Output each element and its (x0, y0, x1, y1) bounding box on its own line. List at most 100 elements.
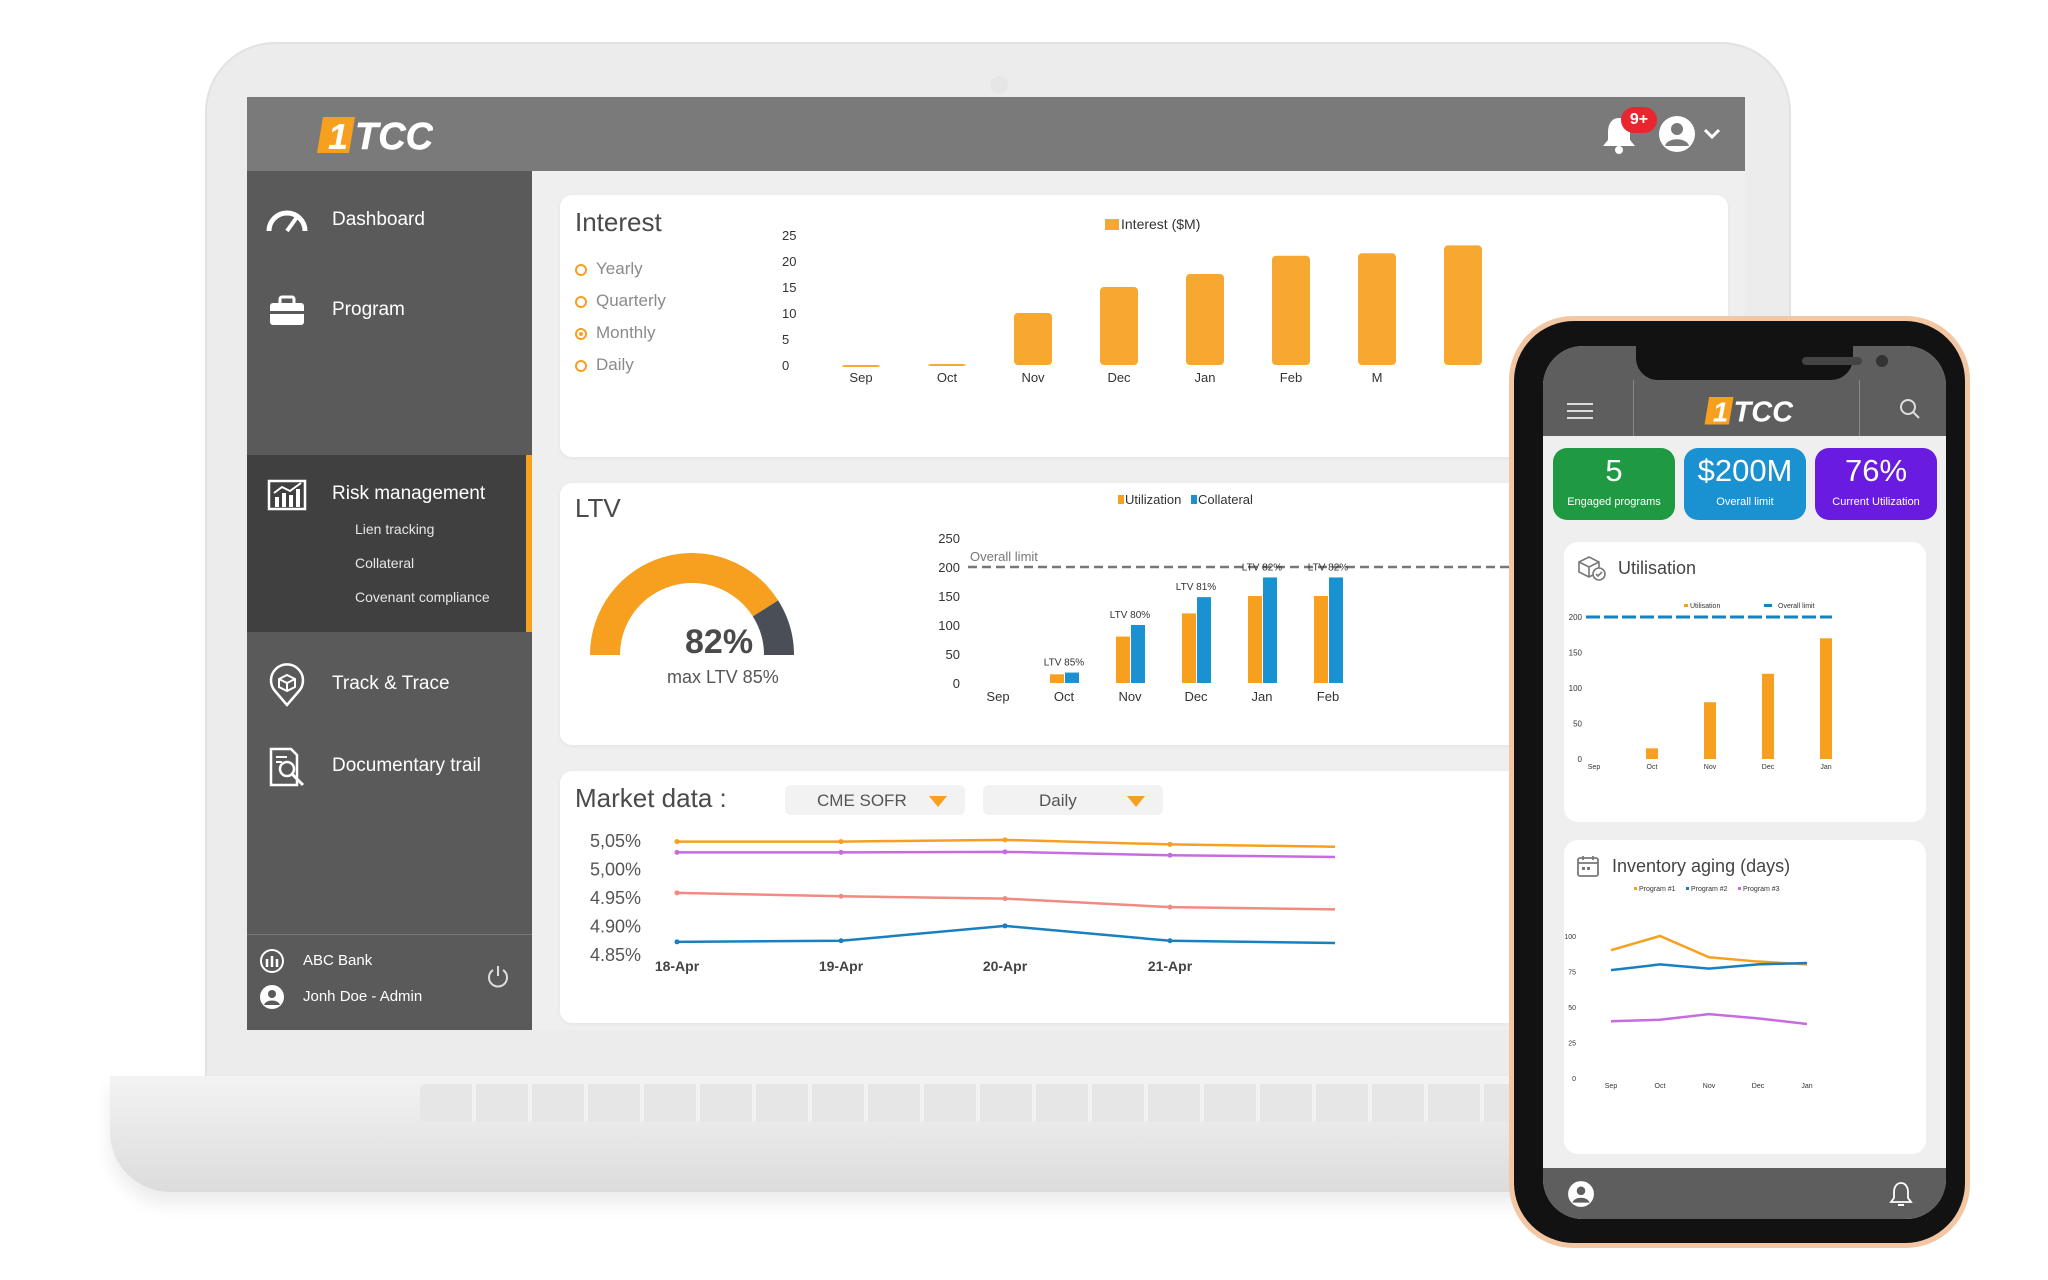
source-value: CME SOFR (817, 791, 907, 810)
svg-text:TCC: TCC (1734, 396, 1793, 428)
market-point (674, 849, 680, 855)
utilisation-chart: 0 50 100 150 200 Utilisation Overall limit Sep O… (1569, 603, 1832, 771)
market-point (1167, 904, 1173, 910)
ltv-data-label: LTV 80% (1110, 610, 1150, 621)
hamburger-menu-icon[interactable] (1565, 401, 1595, 421)
market-point (1002, 849, 1008, 855)
y-tick-label: 4.95% (590, 888, 641, 908)
utilisation-card: Utilisation 0 50 100 150 200 Utilisation Overa… (1564, 542, 1926, 822)
period-yearly[interactable]: Yearly (575, 259, 643, 279)
bell-icon[interactable] (1888, 1180, 1914, 1208)
utilisation-title: Utilisation (1618, 558, 1697, 578)
y-tick-label: 50 (1568, 1005, 1576, 1012)
kpi-current-utilization[interactable]: 76% Current Utilization (1815, 448, 1937, 520)
submenu-lien-tracking[interactable]: Lien tracking (355, 521, 435, 537)
utilization-bar (1050, 674, 1064, 683)
divider (1633, 380, 1634, 436)
ltv-gauge (590, 553, 794, 655)
market-point (674, 839, 680, 845)
source-dropdown[interactable]: CME SOFR (785, 785, 965, 815)
y-tick-label: 5,00% (590, 860, 641, 880)
y-tick-label: 100 (938, 618, 960, 633)
inventory-aging-card: Inventory aging (days) 0 25 50 75 100 Program… (1564, 840, 1926, 1154)
radio-icon (575, 360, 587, 372)
kpi-value: 5 (1605, 453, 1623, 488)
user-name: Jonh Doe - Admin (303, 988, 423, 1005)
y-tick-label: 20 (782, 254, 796, 269)
phone-frame: 1 TCC 5 Engaged programs $200M Overall (1509, 316, 1970, 1248)
brand-logo[interactable]: 1 TCC (315, 111, 433, 157)
divider (1859, 380, 1860, 436)
period-quarterly[interactable]: Quarterly (575, 291, 666, 311)
y-tick-label: 75 (1568, 970, 1576, 977)
x-tick-label: Sep (986, 689, 1009, 704)
front-camera (1876, 355, 1888, 367)
sidebar-item-label: Dashboard (332, 209, 425, 230)
x-tick-label: 20-Apr (983, 958, 1028, 974)
power-icon[interactable] (485, 963, 511, 989)
legend-swatch (1634, 887, 1637, 890)
user-icon[interactable] (1567, 1180, 1595, 1208)
mobile-bottom-bar (1543, 1168, 1946, 1219)
sidebar-item-label: Risk management (332, 483, 486, 504)
sidebar-item-documentary-trail[interactable]: Documentary trail (247, 727, 532, 807)
notification-badge: 9+ (1621, 107, 1657, 133)
submenu-covenant-compliance[interactable]: Covenant compliance (355, 589, 490, 605)
sidebar-item-risk-management[interactable]: Risk management (247, 455, 532, 535)
y-tick-label: 4.90% (590, 917, 641, 937)
legend-label: Interest ($M) (1121, 216, 1200, 232)
interest-bar (1272, 255, 1310, 365)
interest-title: Interest (575, 207, 662, 237)
search-icon[interactable] (1899, 398, 1921, 420)
period-monthly[interactable]: Monthly (575, 323, 656, 343)
utilisation-bar (1762, 673, 1774, 759)
briefcase-icon (270, 295, 304, 325)
user-icon (260, 985, 284, 1009)
chevron-down-icon (1703, 128, 1721, 140)
kpi-overall-limit[interactable]: $200M Overall limit (1684, 448, 1806, 520)
sidebar-item-track-trace[interactable]: Track & Trace (247, 645, 532, 725)
legend-label: Program #3 (1743, 886, 1780, 893)
interest-chart: 0 5 10 15 20 25 Interest ($M) Sep Oct Nov Dec Jan Fe… (782, 216, 1482, 385)
legend-label: Program #2 (1691, 886, 1728, 893)
legend-swatch (1684, 604, 1688, 607)
gauge-caption: max LTV 85% (667, 667, 779, 687)
sidebar-item-label: Documentary trail (332, 755, 481, 776)
risk-management-group: Risk management Lien tracking Collateral… (247, 455, 532, 632)
ltv-data-label: LTV 81% (1176, 582, 1216, 593)
brand-logo[interactable]: 1 TCC (1703, 392, 1793, 428)
x-tick-label: Jan (1820, 764, 1831, 771)
aging-series-line (1610, 934, 1808, 966)
speaker (1802, 357, 1862, 365)
kpi-value: $200M (1697, 453, 1793, 488)
sidebar-item-dashboard[interactable]: Dashboard (247, 181, 532, 261)
active-indicator (526, 455, 532, 632)
top-bar: 1 TCC 9+ (247, 97, 1745, 171)
x-tick-label: Sep (1588, 764, 1601, 771)
phone-bezel: 1 TCC 5 Engaged programs $200M Overall (1514, 321, 1965, 1243)
x-tick-label: Feb (1317, 689, 1339, 704)
submenu-collateral[interactable]: Collateral (355, 555, 415, 571)
bank-icon (260, 949, 284, 973)
market-title: Market data : (575, 783, 727, 813)
frequency-dropdown[interactable]: Daily (983, 785, 1163, 815)
kpi-engaged-programs[interactable]: 5 Engaged programs (1553, 448, 1675, 520)
market-point (1002, 837, 1008, 843)
radio-selected-icon (575, 328, 587, 340)
y-tick-label: 50 (946, 647, 960, 662)
y-tick-label: 15 (782, 280, 796, 295)
gauge-value: 82% (685, 623, 754, 661)
user-menu-button[interactable] (1657, 113, 1727, 155)
x-tick-label: Oct (937, 370, 958, 385)
y-tick-label: 0 (953, 676, 960, 691)
collateral-bar (1197, 597, 1211, 683)
caret-down-icon (1127, 796, 1145, 807)
sidebar-item-program[interactable]: Program (247, 271, 532, 351)
svg-text:1: 1 (1713, 396, 1728, 427)
market-point (674, 939, 680, 945)
market-series-line (676, 924, 1336, 945)
period-daily[interactable]: Daily (575, 355, 634, 375)
gauge-icon (266, 210, 308, 233)
gauge-filled-arc (590, 553, 779, 655)
interest-bar (1444, 245, 1482, 365)
